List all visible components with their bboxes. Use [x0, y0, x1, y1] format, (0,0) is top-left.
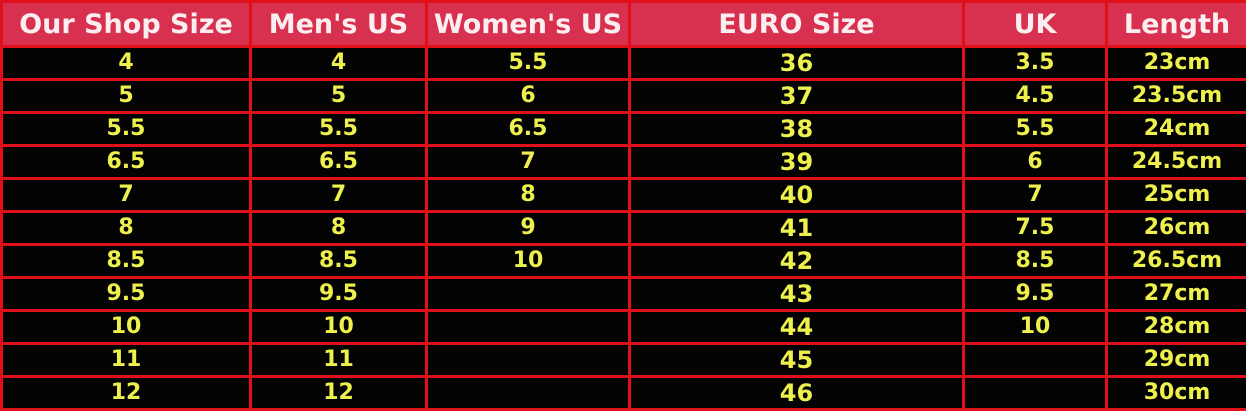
cell-uk: 8.5	[964, 245, 1107, 278]
cell-euro-size: 38	[630, 113, 964, 146]
cell-mens-us: 10	[251, 311, 427, 344]
cell-our-shop-size: 7	[2, 179, 251, 212]
cell-mens-us: 5	[251, 80, 427, 113]
cell-our-shop-size: 12	[2, 377, 251, 410]
cell-euro-size: 39	[630, 146, 964, 179]
cell-uk	[964, 344, 1107, 377]
header-womens-us: Women's US	[427, 2, 630, 47]
cell-euro-size: 45	[630, 344, 964, 377]
cell-uk: 9.5	[964, 278, 1107, 311]
cell-euro-size: 37	[630, 80, 964, 113]
cell-mens-us: 12	[251, 377, 427, 410]
cell-length: 30cm	[1107, 377, 1246, 410]
cell-womens-us	[427, 344, 630, 377]
cell-womens-us: 6.5	[427, 113, 630, 146]
cell-uk: 10	[964, 311, 1107, 344]
cell-our-shop-size: 4	[2, 47, 251, 80]
cell-euro-size: 43	[630, 278, 964, 311]
cell-length: 25cm	[1107, 179, 1246, 212]
cell-womens-us: 8	[427, 179, 630, 212]
cell-length: 23.5cm	[1107, 80, 1246, 113]
cell-womens-us: 7	[427, 146, 630, 179]
cell-euro-size: 36	[630, 47, 964, 80]
header-mens-us: Men's US	[251, 2, 427, 47]
header-length: Length	[1107, 2, 1246, 47]
cell-uk: 7	[964, 179, 1107, 212]
cell-length: 26cm	[1107, 212, 1246, 245]
cell-mens-us: 8.5	[251, 245, 427, 278]
cell-uk	[964, 377, 1107, 410]
cell-uk: 3.5	[964, 47, 1107, 80]
cell-length: 27cm	[1107, 278, 1246, 311]
cell-mens-us: 9.5	[251, 278, 427, 311]
cell-length: 23cm	[1107, 47, 1246, 80]
cell-womens-us	[427, 377, 630, 410]
cell-womens-us	[427, 311, 630, 344]
cell-length: 26.5cm	[1107, 245, 1246, 278]
cell-euro-size: 44	[630, 311, 964, 344]
header-uk: UK	[964, 2, 1107, 47]
header-our-shop-size: Our Shop Size	[2, 2, 251, 47]
cell-womens-us	[427, 278, 630, 311]
cell-mens-us: 6.5	[251, 146, 427, 179]
cell-uk: 6	[964, 146, 1107, 179]
cell-euro-size: 40	[630, 179, 964, 212]
cell-mens-us: 11	[251, 344, 427, 377]
cell-mens-us: 4	[251, 47, 427, 80]
header-euro-size: EURO Size	[630, 2, 964, 47]
cell-our-shop-size: 6.5	[2, 146, 251, 179]
cell-length: 24.5cm	[1107, 146, 1246, 179]
cell-euro-size: 46	[630, 377, 964, 410]
cell-euro-size: 41	[630, 212, 964, 245]
cell-mens-us: 7	[251, 179, 427, 212]
cell-womens-us: 6	[427, 80, 630, 113]
cell-our-shop-size: 9.5	[2, 278, 251, 311]
cell-our-shop-size: 8.5	[2, 245, 251, 278]
cell-womens-us: 5.5	[427, 47, 630, 80]
cell-euro-size: 42	[630, 245, 964, 278]
cell-length: 24cm	[1107, 113, 1246, 146]
cell-mens-us: 8	[251, 212, 427, 245]
cell-length: 28cm	[1107, 311, 1246, 344]
cell-womens-us: 10	[427, 245, 630, 278]
cell-our-shop-size: 5	[2, 80, 251, 113]
cell-mens-us: 5.5	[251, 113, 427, 146]
cell-uk: 5.5	[964, 113, 1107, 146]
cell-womens-us: 9	[427, 212, 630, 245]
cell-uk: 4.5	[964, 80, 1107, 113]
cell-our-shop-size: 8	[2, 212, 251, 245]
cell-uk: 7.5	[964, 212, 1107, 245]
cell-our-shop-size: 10	[2, 311, 251, 344]
cell-our-shop-size: 11	[2, 344, 251, 377]
cell-length: 29cm	[1107, 344, 1246, 377]
cell-our-shop-size: 5.5	[2, 113, 251, 146]
